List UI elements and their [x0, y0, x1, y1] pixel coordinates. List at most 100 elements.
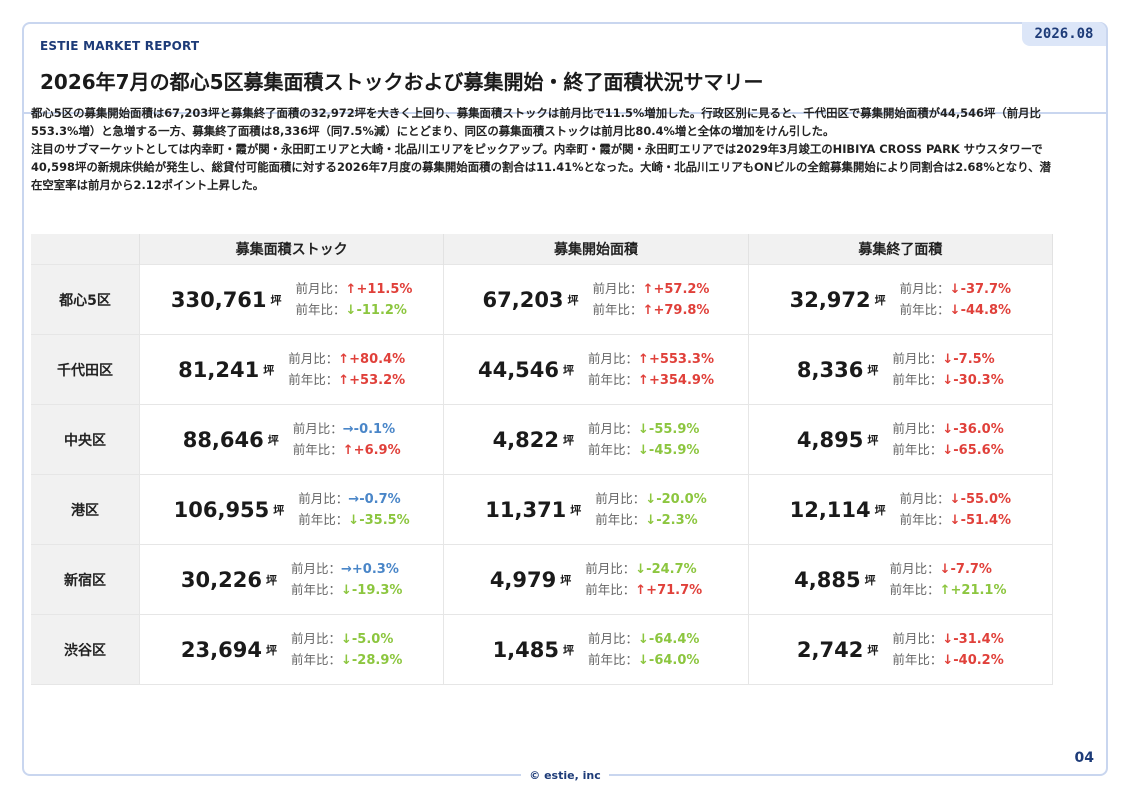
mom-label: 前月比： [585, 560, 636, 576]
yoy-change: 前年比：↓-40.2% [892, 650, 1003, 671]
footer: © estie, inc [24, 764, 1106, 783]
yoy-value: -40.2% [953, 652, 1004, 668]
arrow-up-icon: ↑ [642, 281, 654, 297]
mom-label: 前月比： [588, 630, 639, 646]
change-block: 前月比：↑+80.4% 前年比：↑+53.2% [288, 349, 405, 391]
table-cell: 67,203 坪前月比：↑+57.2% 前年比：↑+79.8% [443, 264, 749, 335]
arrow-flat-icon: → [340, 561, 352, 577]
mom-change: 前月比：↑+553.3% [588, 349, 714, 370]
metric-value: 4,895 [796, 427, 864, 452]
yoy-value: -35.5% [359, 512, 410, 528]
mom-value: +553.3% [648, 351, 714, 367]
arrow-down-icon: ↓ [638, 652, 649, 668]
unit-label: 坪 [265, 573, 277, 587]
table-cell: 106,955 坪前月比：→-0.7% 前年比：↓-35.5% [139, 474, 445, 545]
mom-change: 前月比：↑+57.2% [593, 279, 710, 300]
change-block: 前月比：→-0.1% 前年比：↑+6.9% [293, 419, 401, 461]
mom-value: -0.1% [353, 421, 396, 437]
change-block: 前月比：→+0.3% 前年比：↓-19.3% [291, 559, 402, 601]
unit-label: 坪 [563, 643, 574, 657]
mom-change: 前月比：↓-5.0% [291, 629, 402, 650]
yoy-change: 前年比：↓-51.4% [900, 510, 1011, 531]
metric-value: 8,336 [796, 357, 864, 382]
table-cell: 4,885 坪前月比：↓-7.7% 前年比：↑+21.1% [748, 544, 1054, 615]
metric-cell: 32,972 坪前月比：↓-37.7% 前年比：↓-44.8% [749, 265, 1052, 334]
mom-value: +80.4% [349, 351, 406, 367]
metric-value: 106,955 [173, 497, 270, 522]
mom-label: 前月比： [892, 420, 943, 436]
copyright: © estie, inc [521, 769, 609, 782]
yoy-value: -2.3% [656, 512, 698, 528]
yoy-change: 前年比：↓-35.5% [298, 510, 409, 531]
arrow-down-icon: ↓ [942, 372, 954, 388]
change-block: 前月比：↓-20.0% 前年比：↓-2.3% [595, 489, 706, 531]
mom-change: 前月比：↓-55.0% [900, 489, 1011, 510]
metric-value: 12,114 [789, 497, 871, 522]
mom-label: 前月比： [588, 350, 639, 366]
yoy-value: +6.9% [353, 442, 401, 458]
unit-label: 坪 [563, 433, 574, 447]
arrow-flat-icon: → [348, 491, 360, 507]
table-row: 千代田区 81,241 坪前月比：↑+80.4% 前年比：↑+53.2% 44,546 坪… [31, 334, 1054, 405]
table-cell: 2,742 坪前月比：↓-31.4% 前年比：↓-40.2% [748, 614, 1054, 685]
yoy-value: -30.3% [953, 372, 1004, 388]
unit-label: 坪 [263, 363, 275, 377]
brand-label: ESTIE MARKET REPORT [40, 39, 200, 53]
mom-change: 前月比：→-0.1% [293, 419, 401, 440]
table-cell: 8,336 坪前月比：↓-7.5% 前年比：↓-30.3% [748, 334, 1054, 405]
unit-label: 坪 [567, 293, 579, 307]
mom-change: 前月比：↓-7.7% [890, 559, 1007, 580]
arrow-down-icon: ↓ [340, 582, 352, 598]
yoy-label: 前年比： [892, 651, 943, 667]
arrow-up-icon: ↑ [939, 582, 951, 598]
yoy-change: 前年比：↑+79.8% [593, 300, 710, 321]
mom-change: 前月比：↓-20.0% [595, 489, 706, 510]
metric-value: 23,694 [180, 637, 262, 662]
change-block: 前月比：↓-24.7% 前年比：↑+71.7% [585, 559, 702, 601]
unit-label: 坪 [864, 573, 876, 587]
metric-cell: 4,979 坪前月比：↓-24.7% 前年比：↑+71.7% [444, 545, 747, 614]
mom-change: 前月比：→+0.3% [291, 559, 402, 580]
summary-paragraph: 都心5区の募集開始面積は67,203坪と募集終了面積の32,972坪を大きく上回… [31, 106, 1041, 138]
table-cell: 81,241 坪前月比：↑+80.4% 前年比：↑+53.2% [139, 334, 445, 405]
yoy-label: 前年比： [892, 441, 943, 457]
metric-value: 2,742 [796, 637, 864, 662]
arrow-up-icon: ↑ [338, 351, 350, 367]
mom-label: 前月比： [595, 490, 646, 506]
table-cell: 4,895 坪前月比：↓-36.0% 前年比：↓-65.6% [748, 404, 1054, 475]
table-corner [31, 234, 140, 265]
ward-label: 中央区 [31, 404, 140, 475]
table-header-row: 募集面積ストック 募集開始面積 募集終了面積 [31, 234, 1054, 265]
yoy-label: 前年比： [585, 581, 636, 597]
metric-value: 330,761 [170, 287, 267, 312]
mom-value: -31.4% [953, 631, 1004, 647]
metric-value: 4,822 [492, 427, 559, 452]
change-block: 前月比：↑+553.3% 前年比：↑+354.9% [588, 349, 714, 391]
metric-cell: 67,203 坪前月比：↑+57.2% 前年比：↑+79.8% [444, 265, 747, 334]
yoy-label: 前年比： [595, 511, 646, 527]
arrow-down-icon: ↓ [638, 442, 649, 458]
mom-change: 前月比：↓-37.7% [900, 279, 1011, 300]
metric-value: 32,972 [789, 287, 871, 312]
arrow-down-icon: ↓ [942, 652, 954, 668]
mom-change: 前月比：↓-31.4% [892, 629, 1003, 650]
summary-text: 都心5区の募集開始面積は67,203坪と募集終了面積の32,972坪を大きく上回… [31, 104, 1051, 194]
arrow-down-icon: ↓ [638, 421, 649, 437]
yoy-change: 前年比：↓-65.6% [892, 440, 1003, 461]
mom-label: 前月比： [588, 420, 639, 436]
table-cell: 11,371 坪前月比：↓-20.0% 前年比：↓-2.3% [443, 474, 749, 545]
ward-label: 渋谷区 [31, 614, 140, 685]
mom-value: -36.0% [953, 421, 1004, 437]
yoy-value: +79.8% [653, 302, 710, 318]
mom-change: 前月比：↑+80.4% [288, 349, 405, 370]
table-row: 都心5区 330,761 坪前月比：↑+11.5% 前年比：↓-11.2% 67,203… [31, 264, 1054, 335]
change-block: 前月比：↓-55.0% 前年比：↓-51.4% [900, 489, 1011, 531]
mom-label: 前月比： [889, 560, 940, 576]
metric-cell: 8,336 坪前月比：↓-7.5% 前年比：↓-30.3% [749, 335, 1052, 404]
mom-change: 前月比：↓-36.0% [892, 419, 1003, 440]
yoy-value: -65.6% [953, 442, 1004, 458]
mom-value: -7.5% [953, 351, 995, 367]
ward-label: 千代田区 [31, 334, 140, 405]
page-title: 2026年7月の都心5区募集面積ストックおよび募集開始・終了面積状況サマリー [40, 70, 764, 94]
change-block: 前月比：↑+11.5% 前年比：↓-11.2% [296, 279, 413, 321]
